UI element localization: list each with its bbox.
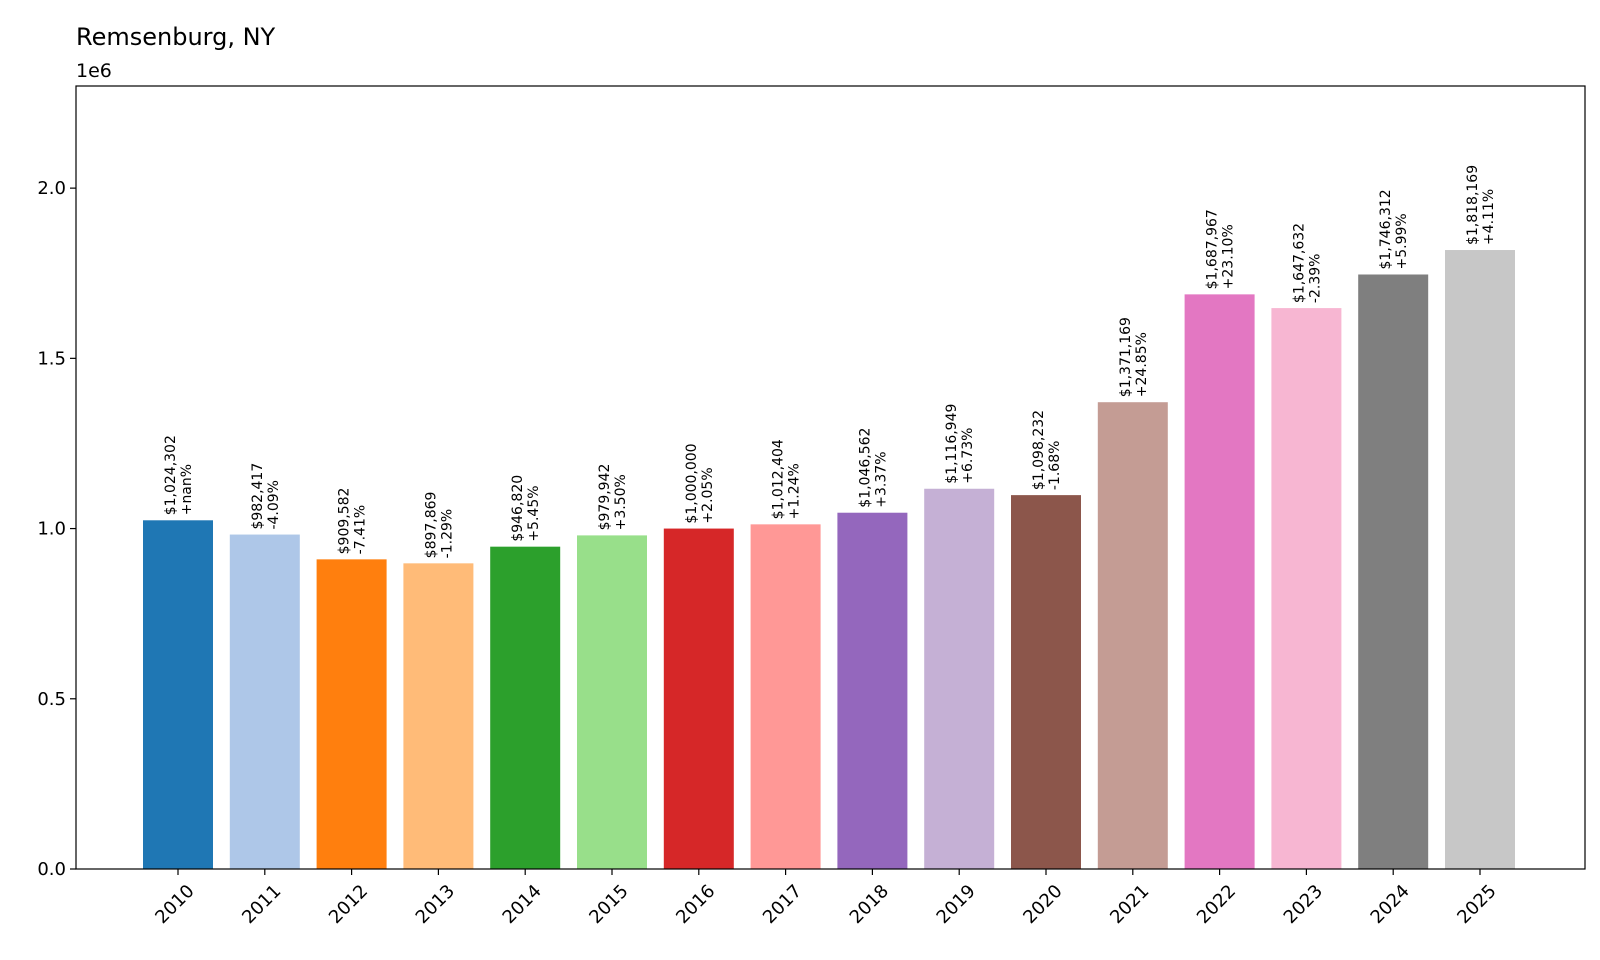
bar-2014 [490, 546, 561, 869]
bar-2021 [1097, 402, 1168, 869]
bar-2024 [1358, 274, 1429, 870]
bar-2020 [1011, 495, 1081, 869]
bar-data-label-2025: $1,818,169+4.11% [1465, 165, 1497, 245]
bar-data-label-2017: $1,012,404+1.24% [771, 439, 803, 519]
bar-data-label-2013: $897,869-1.29% [423, 492, 455, 559]
x-tick-label-2013: 2013 [412, 881, 459, 928]
bar-2017 [750, 524, 821, 869]
plot-frame [75, 85, 1586, 870]
x-tick-label-2012: 2012 [325, 881, 372, 928]
bars-group: $1,024,302+nan% $982,417-4.09% $909,582-7.… [143, 165, 1515, 870]
bar-2018 [837, 512, 908, 869]
bar-2011 [229, 534, 300, 869]
bar-data-label-2019: $1,116,949+6.73% [944, 404, 976, 484]
x-tick-label-2014: 2014 [499, 881, 546, 928]
y-tick-label-0: 0.0 [37, 859, 66, 880]
bar-2015 [577, 535, 647, 869]
x-tick-label-2019: 2019 [933, 881, 980, 928]
x-tick-label-2023: 2023 [1280, 881, 1327, 928]
bar-data-label-2011: $982,417-4.09% [250, 463, 282, 530]
bar-2023 [1271, 308, 1342, 869]
y-axis: 0.0 0.5 1.0 1.5 2.0 [37, 178, 76, 880]
x-axis: 2010 2011 2012 2013 2014 2015 2016 2017 2018 2019… [151, 869, 1501, 928]
bar-data-label-2023: $1,647,632-2.39% [1291, 223, 1323, 303]
bar-2022 [1184, 294, 1255, 870]
bar-data-label-2024: $1,746,312+5.99% [1378, 189, 1410, 269]
x-tick-label-2011: 2011 [238, 881, 285, 928]
y-axis-offset-label: 1e6 [76, 60, 112, 82]
bar-2010 [143, 520, 213, 869]
bar-data-label-2018: $1,046,562+3.37% [857, 428, 889, 508]
bar-2025 [1445, 250, 1515, 869]
bar-2013 [403, 563, 474, 869]
x-tick-label-2022: 2022 [1193, 881, 1240, 928]
bar-data-label-2010: $1,024,302+nan% [163, 435, 195, 515]
y-tick-label-2: 1.0 [37, 519, 66, 540]
x-tick-label-2021: 2021 [1106, 881, 1153, 928]
x-tick-label-2025: 2025 [1453, 881, 1500, 928]
x-tick-label-2015: 2015 [585, 881, 632, 928]
bar-2012 [316, 559, 387, 869]
x-tick-label-2018: 2018 [846, 881, 893, 928]
y-tick-label-4: 2.0 [37, 178, 66, 199]
x-tick-label-2020: 2020 [1019, 881, 1066, 928]
bar-data-label-2020: $1,098,232-1.68% [1031, 410, 1063, 490]
bar-data-label-2021: $1,371,169+24.85% [1118, 317, 1150, 397]
bar-data-label-2022: $1,687,967+23.10% [1205, 209, 1237, 289]
y-tick-label-3: 1.5 [37, 348, 66, 369]
bar-data-label-2015: $979,942+3.50% [597, 464, 629, 531]
bar-2019 [924, 488, 995, 869]
bar-data-label-2012: $909,582-7.41% [337, 488, 369, 555]
y-tick-label-1: 0.5 [37, 689, 66, 710]
bar-data-label-2014: $946,820+5.45% [510, 475, 542, 542]
x-tick-label-2016: 2016 [672, 881, 719, 928]
bar-data-label-2016: $1,000,000+2.05% [684, 443, 716, 523]
x-tick-label-2024: 2024 [1367, 881, 1414, 928]
chart-title: Remsenburg, NY [76, 23, 276, 51]
x-tick-label-2017: 2017 [759, 881, 806, 928]
x-tick-label-2010: 2010 [151, 881, 198, 928]
bar-2016 [663, 528, 734, 869]
